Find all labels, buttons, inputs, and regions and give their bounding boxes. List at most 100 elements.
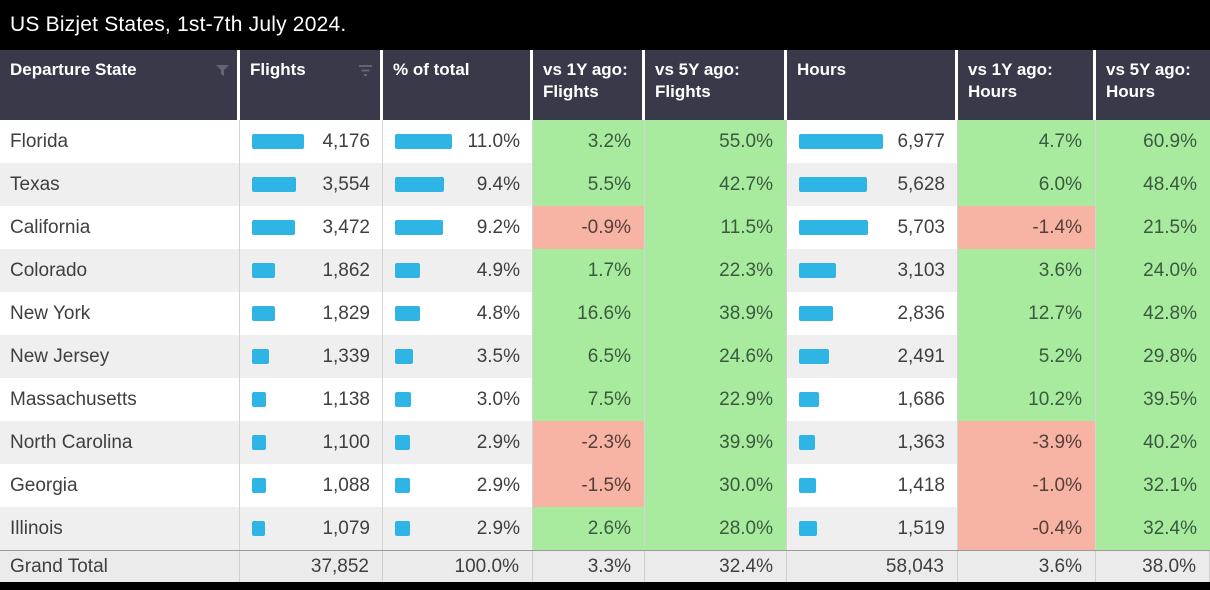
column-header-vs5y-flights[interactable]: vs 5Y ago: Flights <box>645 50 787 120</box>
pct-of-total-cell: 3.0% <box>383 378 533 421</box>
cell-value: 30.0% <box>719 474 773 496</box>
vs1y-flights-cell: 7.5% <box>533 378 645 421</box>
bar-chart-bar <box>252 521 265 536</box>
total-hours-cell: 58,043 <box>787 551 958 582</box>
pct-of-total-cell: 4.8% <box>383 292 533 335</box>
column-header-vs1y-flights[interactable]: vs 1Y ago: Flights <box>533 50 645 120</box>
state-name-cell: North Carolina <box>0 421 240 464</box>
cell-value: -3.9% <box>1032 431 1082 453</box>
vs5y-hours-cell: 39.5% <box>1096 378 1210 421</box>
cell-value: 1,363 <box>897 431 945 453</box>
cell-value: 1.7% <box>587 259 631 281</box>
bar-chart-bar <box>395 478 410 493</box>
cell-value: 39.5% <box>1143 388 1197 410</box>
vs5y-hours-cell: 29.8% <box>1096 335 1210 378</box>
state-name-cell: Massachusetts <box>0 378 240 421</box>
state-name: California <box>10 216 91 238</box>
cell-value: -0.9% <box>581 216 631 238</box>
cell-value: 11.5% <box>720 216 773 238</box>
state-name-cell: New York <box>0 292 240 335</box>
cell-value: 5,703 <box>897 216 945 238</box>
cell-value: 2.9% <box>476 517 520 539</box>
bar-chart-bar <box>395 306 420 321</box>
column-header-label: Departure State <box>10 60 137 79</box>
cell-value: 60.9% <box>1143 130 1197 152</box>
vs1y-hours-cell: 12.7% <box>958 292 1096 335</box>
cell-value: 12.7% <box>1028 302 1082 324</box>
column-header-departure-state[interactable]: Departure State <box>0 50 240 120</box>
column-header-vs1y-hours[interactable]: vs 1Y ago: Hours <box>958 50 1096 120</box>
state-name-cell: Illinois <box>0 507 240 550</box>
cell-value: 5.5% <box>587 173 631 195</box>
vs5y-hours-cell: 32.4% <box>1096 507 1210 550</box>
vs5y-hours-cell: 42.8% <box>1096 292 1210 335</box>
cell-value: 22.9% <box>719 388 773 410</box>
cell-value: 2.9% <box>476 431 520 453</box>
flights-cell: 3,472 <box>240 206 383 249</box>
pct-of-total-cell: 4.9% <box>383 249 533 292</box>
cell-value: 32.4% <box>719 555 773 577</box>
vs1y-flights-cell: 2.6% <box>533 507 645 550</box>
bar-chart-bar <box>252 220 295 235</box>
vs1y-flights-cell: 6.5% <box>533 335 645 378</box>
column-header-label: vs 1Y ago: Hours <box>968 60 1053 102</box>
column-header-flights[interactable]: Flights <box>240 50 383 120</box>
state-name: Georgia <box>10 474 78 496</box>
pct-of-total-cell: 2.9% <box>383 464 533 507</box>
table-row: Florida 4,176 11.0% 3.2% 55.0% 6,977 4.7% 60.9% <box>0 120 1210 163</box>
flights-cell: 1,829 <box>240 292 383 335</box>
state-name-cell: New Jersey <box>0 335 240 378</box>
cell-value: 11.0% <box>467 130 520 152</box>
table-row: New York 1,829 4.8% 16.6% 38.9% 2,836 12.7% 42.… <box>0 292 1210 335</box>
table-header-row: Departure State Flights % of total vs 1Y… <box>0 50 1210 120</box>
bar-chart-bar <box>395 177 444 192</box>
vs1y-hours-cell: -3.9% <box>958 421 1096 464</box>
vs5y-hours-cell: 24.0% <box>1096 249 1210 292</box>
cell-value: 1,686 <box>897 388 945 410</box>
filter-icon[interactable] <box>359 60 372 82</box>
cell-value: 100.0% <box>454 555 519 577</box>
vs1y-flights-cell: -0.9% <box>533 206 645 249</box>
state-name: New Jersey <box>10 345 110 367</box>
vs1y-flights-cell: -2.3% <box>533 421 645 464</box>
hours-cell: 5,703 <box>787 206 958 249</box>
cell-value: 4.7% <box>1038 130 1082 152</box>
cell-value: 3.6% <box>1038 259 1082 281</box>
vs1y-hours-cell: -1.4% <box>958 206 1096 249</box>
total-vs5y-flights-cell: 32.4% <box>645 551 787 582</box>
cell-value: 9.2% <box>476 216 520 238</box>
state-name-cell: Texas <box>0 163 240 206</box>
state-name: North Carolina <box>10 431 133 453</box>
cell-value: 6.5% <box>587 345 631 367</box>
flights-cell: 1,100 <box>240 421 383 464</box>
cell-value: 42.8% <box>1143 302 1197 324</box>
cell-value: 24.6% <box>719 345 773 367</box>
total-vs1y-flights-cell: 3.3% <box>533 551 645 582</box>
cell-value: -2.3% <box>581 431 631 453</box>
flights-cell: 1,079 <box>240 507 383 550</box>
vs5y-flights-cell: 38.9% <box>645 292 787 335</box>
hours-cell: 1,363 <box>787 421 958 464</box>
column-header-pct-of-total[interactable]: % of total <box>383 50 533 120</box>
bar-chart-bar <box>799 435 815 450</box>
bar-chart-bar <box>799 306 833 321</box>
cell-value: 16.6% <box>577 302 631 324</box>
column-header-hours[interactable]: Hours <box>787 50 958 120</box>
cell-value: 6.0% <box>1038 173 1082 195</box>
cell-value: 1,418 <box>897 474 945 496</box>
flights-cell: 1,862 <box>240 249 383 292</box>
pct-of-total-cell: 2.9% <box>383 507 533 550</box>
hours-cell: 1,686 <box>787 378 958 421</box>
cell-value: 1,829 <box>322 302 370 324</box>
cell-value: 38.9% <box>719 302 773 324</box>
bar-chart-bar <box>395 392 411 407</box>
bar-chart-bar <box>252 349 269 364</box>
filter-icon[interactable] <box>216 60 229 82</box>
column-header-vs5y-hours[interactable]: vs 5Y ago: Hours <box>1096 50 1210 120</box>
title-bar: US Bizjet States, 1st-7th July 2024. <box>0 0 1210 50</box>
cell-value: 4.8% <box>476 302 520 324</box>
cell-value: 3,554 <box>322 173 370 195</box>
table-body: Florida 4,176 11.0% 3.2% 55.0% 6,977 4.7% 60.9%… <box>0 120 1210 550</box>
pct-of-total-cell: 9.4% <box>383 163 533 206</box>
bar-chart-bar <box>395 349 413 364</box>
